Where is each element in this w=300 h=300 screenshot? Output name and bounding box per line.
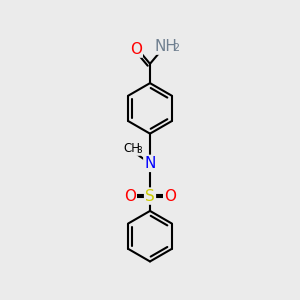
Text: S: S [145,189,155,204]
Text: NH: NH [155,39,178,54]
Text: CH: CH [123,142,140,155]
Text: 2: 2 [172,43,179,53]
Text: O: O [164,189,176,204]
Text: O: O [130,42,142,57]
Text: N: N [144,156,156,171]
Text: 3: 3 [136,146,142,155]
Text: O: O [124,189,136,204]
